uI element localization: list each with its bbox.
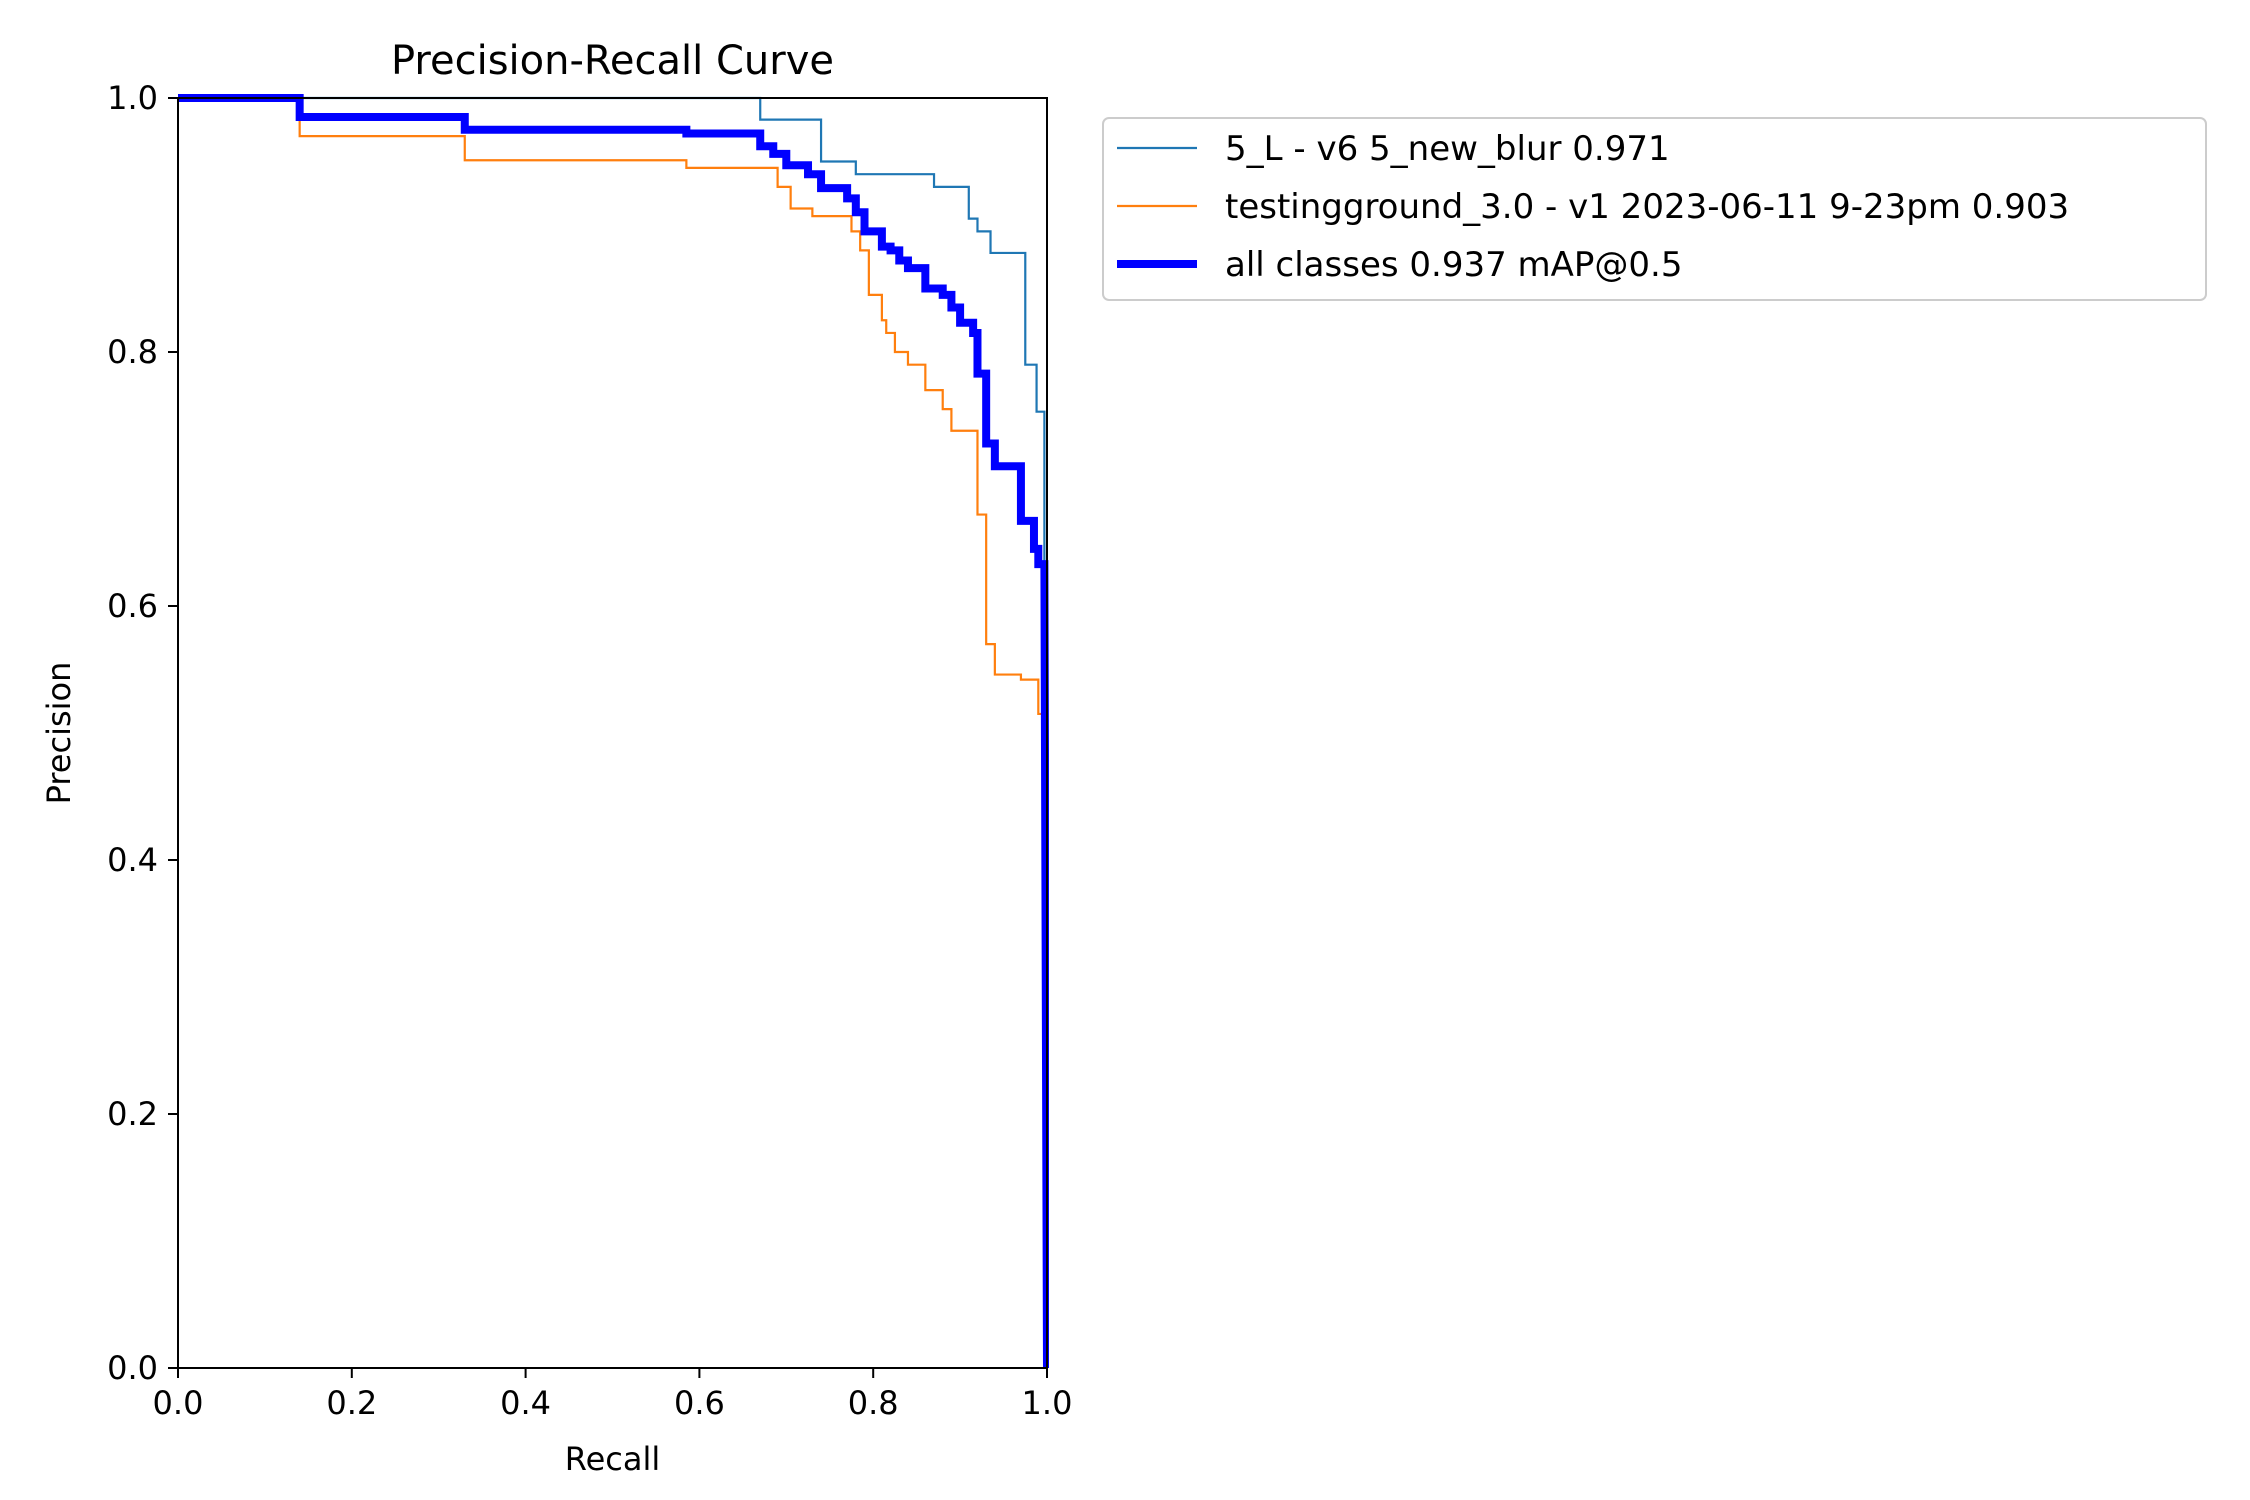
y-axis-title: Precision <box>40 662 78 805</box>
x-axis-title: Recall <box>565 1440 660 1478</box>
legend-label-1: testingground_3.0 - v1 2023-06-11 9-23pm… <box>1225 187 2069 227</box>
x-axis-ticks: 0.0 0.2 0.4 0.6 0.8 1.0 <box>153 1368 1073 1422</box>
y-tick-label: 0.4 <box>107 841 158 879</box>
y-tick-label: 0.0 <box>107 1349 158 1387</box>
x-tick-label: 0.4 <box>500 1384 551 1422</box>
legend: 5_L - v6 5_new_blur 0.971 testingground_3… <box>1102 117 2207 301</box>
series-line-2 <box>178 94 1049 1369</box>
x-tick-label: 1.0 <box>1022 1384 1073 1422</box>
x-tick-label: 0.6 <box>674 1384 725 1422</box>
plot-area <box>178 98 1047 1368</box>
legend-label-0: 5_L - v6 5_new_blur 0.971 <box>1225 129 1670 169</box>
x-tick-label: 0.8 <box>848 1384 899 1422</box>
chart-title: Precision-Recall Curve <box>391 38 834 84</box>
series-line-0 <box>178 96 1049 1369</box>
y-axis-ticks: 0.0 0.2 0.4 0.6 0.8 1.0 <box>107 79 178 1387</box>
series-line-1 <box>178 96 1049 1369</box>
y-tick-label: 1.0 <box>107 79 158 117</box>
legend-box <box>1102 117 2207 301</box>
series-group <box>178 94 1049 1369</box>
y-tick-label: 0.2 <box>107 1095 158 1133</box>
x-tick-label: 0.0 <box>153 1384 204 1422</box>
y-tick-label: 0.6 <box>107 587 158 625</box>
legend-label-2: all classes 0.937 mAP@0.5 <box>1225 245 1682 285</box>
plot-frame <box>177 97 1048 1369</box>
y-tick-label: 0.8 <box>107 333 158 371</box>
x-tick-label: 0.2 <box>326 1384 377 1422</box>
